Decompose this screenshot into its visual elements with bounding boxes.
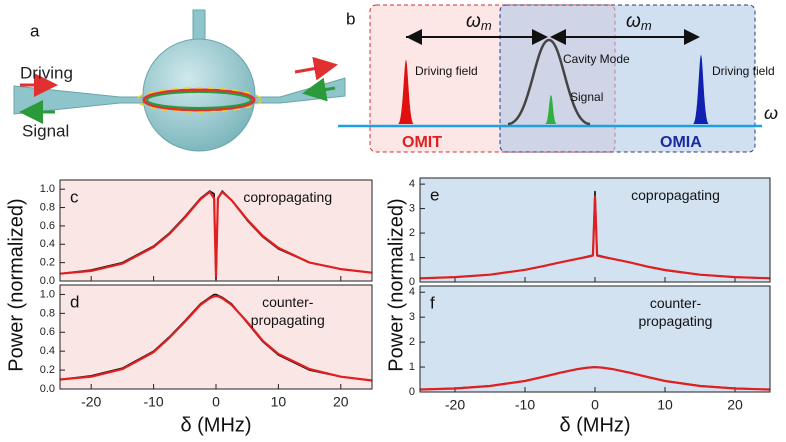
x-tick-label: 10 — [657, 397, 673, 413]
y-tick-label: 0 — [409, 386, 415, 398]
y-tick-label: 0.6 — [40, 326, 55, 338]
signal-label: Signal — [22, 121, 69, 140]
ring-green — [146, 91, 252, 109]
signal-label: Signal — [570, 90, 603, 104]
annotation-line: propagating — [251, 312, 325, 328]
omega-subscript: m — [481, 18, 492, 33]
x-axis-label: δ (MHz) — [559, 414, 630, 436]
panel-label: c — [70, 187, 79, 206]
y-tick-label: 0.2 — [40, 364, 55, 376]
y-tick-label: 2 — [409, 336, 415, 348]
microsphere — [142, 38, 256, 152]
arrow — [294, 56, 338, 81]
plot-frame — [419, 285, 771, 393]
cavity-mode-label: Cavity Mode — [563, 52, 630, 66]
y-tick-label: 4 — [409, 178, 415, 190]
annotation-line: counter- — [650, 295, 702, 311]
plot-background — [420, 286, 770, 392]
driving-peak — [693, 55, 709, 124]
y-tick-label: 1 — [409, 251, 415, 263]
y-tick-label: 0.8 — [40, 307, 55, 319]
omega-label: ω — [764, 103, 778, 123]
y-tick-label: 4 — [409, 286, 415, 298]
panel-a: a Driving Signal — [13, 9, 346, 152]
x-tick-label: 20 — [727, 397, 743, 413]
data-line — [419, 195, 771, 280]
panel-label: b — [346, 9, 355, 28]
y-tick-label: 2 — [409, 227, 415, 239]
y-tick-label: 0.2 — [40, 257, 55, 269]
data-line — [419, 366, 771, 391]
y-tick-label: 1.0 — [40, 288, 55, 300]
x-tick-label: -20 — [81, 394, 101, 410]
y-tick-label: 0 — [409, 276, 415, 288]
x-tick-label: -20 — [445, 397, 465, 413]
ring-red — [142, 88, 256, 112]
y-tick-label: 3 — [409, 311, 415, 323]
omega-symbol: ω — [466, 11, 481, 32]
panel-label: f — [430, 293, 435, 312]
omega-subscript: m — [641, 18, 652, 33]
arrow — [302, 77, 336, 102]
annotation-line: copropagating — [243, 189, 332, 205]
driving-label: Driving — [20, 63, 73, 82]
cavity-mode-curve — [507, 38, 591, 126]
annotation: counter-propagating — [639, 295, 713, 329]
y-tick-label: 0.4 — [40, 345, 55, 357]
plot-frame — [59, 179, 373, 282]
panel-label: d — [70, 292, 79, 311]
y-axis-label: Power (normalized) — [5, 198, 27, 371]
data-line — [59, 190, 373, 278]
omega-symbol: ω — [626, 11, 641, 32]
x-tick-label: 10 — [271, 394, 287, 410]
plot-frame — [59, 284, 373, 390]
annotation: counter-propagating — [251, 294, 325, 328]
driving-peak — [398, 60, 414, 124]
y-tick-label: 0.6 — [40, 220, 55, 232]
annotation: copropagating — [243, 189, 332, 205]
x-tick-label: -10 — [515, 397, 535, 413]
y-tick-label: 0.4 — [40, 238, 55, 250]
y-tick-label: 0.8 — [40, 201, 55, 213]
y-tick-label: 1.0 — [40, 183, 55, 195]
omia-label: OMIA — [660, 134, 702, 151]
y-tick-label: 0.0 — [40, 383, 55, 395]
annotation: copropagating — [631, 187, 720, 203]
x-tick-label: -10 — [143, 394, 163, 410]
panel-label: a — [30, 21, 40, 40]
signal-peak — [545, 95, 557, 124]
driving-field-label: Driving field — [712, 64, 775, 78]
panel-b: b ωm ωm Driving field Cavity Mode Signal… — [338, 4, 778, 153]
ring-yellow — [136, 87, 262, 113]
annotation-line: propagating — [639, 313, 713, 329]
x-tick-label: 0 — [591, 397, 599, 413]
x-tick-label: 0 — [212, 394, 220, 410]
driving-field-label: Driving field — [415, 64, 478, 78]
omit-label: OMIT — [402, 134, 442, 151]
plot-frame — [419, 177, 771, 283]
y-tick-label: 3 — [409, 202, 415, 214]
x-tick-label: 20 — [333, 394, 349, 410]
annotation-line: copropagating — [631, 187, 720, 203]
y-tick-label: 1 — [409, 361, 415, 373]
annotation-line: counter- — [262, 294, 314, 310]
panel-label: e — [430, 185, 439, 204]
data-line — [59, 295, 373, 382]
y-tick-label: 0.0 — [40, 275, 55, 287]
y-axis-label: Power (normalized) — [385, 198, 407, 371]
x-axis-label: δ (MHz) — [180, 414, 251, 436]
omega-m: ωm — [466, 11, 492, 33]
omega-m: ωm — [626, 11, 652, 33]
